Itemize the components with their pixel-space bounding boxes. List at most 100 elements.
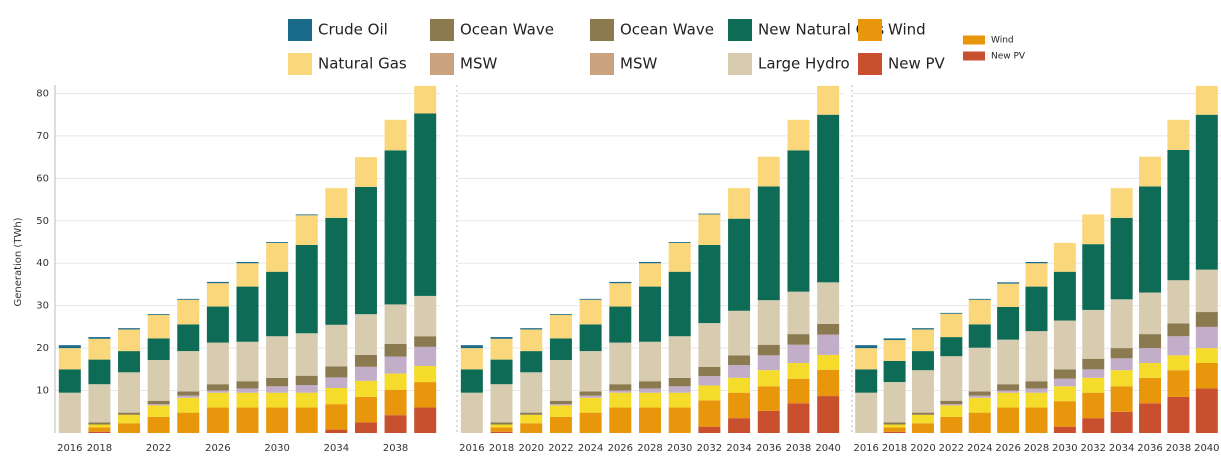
x-tick-label: 2040 bbox=[1194, 443, 1219, 454]
bar-segment bbox=[1053, 386, 1076, 402]
legend-swatch bbox=[590, 19, 614, 41]
bar-segment bbox=[266, 271, 289, 337]
bar-segment bbox=[549, 400, 572, 405]
bar-segment bbox=[549, 314, 572, 316]
bar-segment bbox=[639, 388, 661, 393]
bar-segment bbox=[354, 354, 377, 367]
bar-segment bbox=[414, 295, 437, 337]
bar-segment bbox=[728, 310, 751, 356]
bar-segment bbox=[520, 328, 543, 330]
bar-segment bbox=[1082, 244, 1105, 310]
y-tick-label: 70 bbox=[36, 131, 49, 142]
bar-segment bbox=[1195, 348, 1218, 363]
bar-segment bbox=[295, 215, 318, 245]
x-tick-label: 2034 bbox=[324, 443, 349, 454]
bar-segment bbox=[266, 407, 289, 433]
bar-segment bbox=[698, 426, 721, 433]
bar-segment bbox=[549, 416, 572, 433]
bar-segment bbox=[325, 429, 348, 433]
bar-segment bbox=[968, 347, 991, 392]
x-tick-label: 2024 bbox=[578, 443, 603, 454]
bar-segment bbox=[295, 375, 318, 386]
bar-segment bbox=[728, 418, 751, 433]
x-tick-label: 2026 bbox=[608, 443, 633, 454]
bar-segment bbox=[579, 298, 602, 300]
x-tick-label: 2026 bbox=[205, 443, 230, 454]
bar-segment bbox=[1082, 377, 1105, 393]
bar-segment bbox=[266, 377, 289, 387]
bar-segment bbox=[817, 396, 840, 433]
bar-segment bbox=[728, 188, 751, 219]
bar-segment bbox=[1195, 269, 1218, 313]
bar-segment bbox=[997, 306, 1020, 340]
bar-segment bbox=[855, 348, 878, 370]
bar-segment bbox=[1025, 392, 1048, 408]
bar-segment bbox=[997, 283, 1020, 307]
bar-segment bbox=[698, 244, 721, 324]
bar-segment bbox=[354, 396, 377, 423]
legend-swatch bbox=[430, 19, 454, 41]
bar-segment bbox=[414, 382, 437, 408]
bar-segment bbox=[206, 342, 229, 385]
bar-segment bbox=[1082, 309, 1105, 359]
bar-segment bbox=[147, 400, 170, 405]
bar-segment bbox=[639, 261, 661, 264]
legend-swatch bbox=[288, 53, 312, 75]
legend-label: Large Hydro bbox=[758, 55, 850, 73]
bar-segment bbox=[757, 370, 780, 387]
bar-segment bbox=[855, 369, 878, 393]
x-tick-label: 2022 bbox=[146, 443, 171, 454]
x-tick-label: 2016 bbox=[459, 443, 484, 454]
bar-segment bbox=[266, 242, 289, 243]
bar-segment bbox=[1167, 396, 1190, 433]
bar-segment bbox=[668, 336, 691, 378]
bar-segment bbox=[911, 423, 934, 433]
bar-segment bbox=[609, 283, 632, 307]
bar-segment bbox=[1139, 292, 1162, 335]
x-tick-label: 2022 bbox=[939, 443, 964, 454]
bar-segment bbox=[1025, 407, 1048, 433]
x-tick-label: 2032 bbox=[697, 443, 722, 454]
bar-segment bbox=[1082, 358, 1105, 370]
bar-segment bbox=[757, 355, 780, 371]
bar-segment bbox=[266, 336, 289, 378]
bar-segment bbox=[236, 263, 259, 287]
x-tick-label: 2020 bbox=[519, 443, 544, 454]
bar-segment bbox=[520, 372, 543, 413]
bar-segment bbox=[757, 410, 780, 433]
bar-segment bbox=[883, 382, 906, 423]
bar-segment bbox=[728, 365, 751, 378]
bar-segment bbox=[1082, 214, 1105, 245]
bar-segment bbox=[1110, 217, 1133, 300]
bar-segment bbox=[757, 386, 780, 411]
bar-segment bbox=[1195, 312, 1218, 327]
bar-segment bbox=[1053, 401, 1076, 427]
bar-segment bbox=[206, 283, 229, 307]
bar-segment bbox=[147, 314, 170, 316]
bar-segment bbox=[1139, 156, 1162, 187]
legend-label: Ocean Wave bbox=[620, 21, 714, 39]
bar-segment bbox=[579, 412, 602, 433]
bar-segment bbox=[414, 336, 437, 347]
x-tick-label: 2030 bbox=[667, 443, 692, 454]
bar-segment bbox=[147, 404, 170, 406]
bar-segment bbox=[58, 348, 81, 370]
bar-segment bbox=[579, 299, 602, 325]
bar-segment bbox=[118, 329, 141, 352]
bar-segment bbox=[968, 298, 991, 300]
x-tick-label: 2030 bbox=[1052, 443, 1077, 454]
bar-segment bbox=[177, 391, 200, 396]
bar-segment bbox=[787, 334, 810, 345]
bar-segment bbox=[609, 342, 632, 385]
bar-segment bbox=[940, 404, 963, 406]
bar-segment bbox=[549, 315, 572, 339]
x-tick-label: 2038 bbox=[1166, 443, 1191, 454]
bar-segment bbox=[817, 85, 840, 115]
bar-segment bbox=[1025, 331, 1048, 382]
bar-segment bbox=[1025, 381, 1048, 389]
bar-segment bbox=[295, 392, 318, 408]
bar-segment bbox=[787, 378, 810, 404]
bar-segment bbox=[997, 282, 1020, 284]
legend-swatch bbox=[728, 19, 752, 41]
